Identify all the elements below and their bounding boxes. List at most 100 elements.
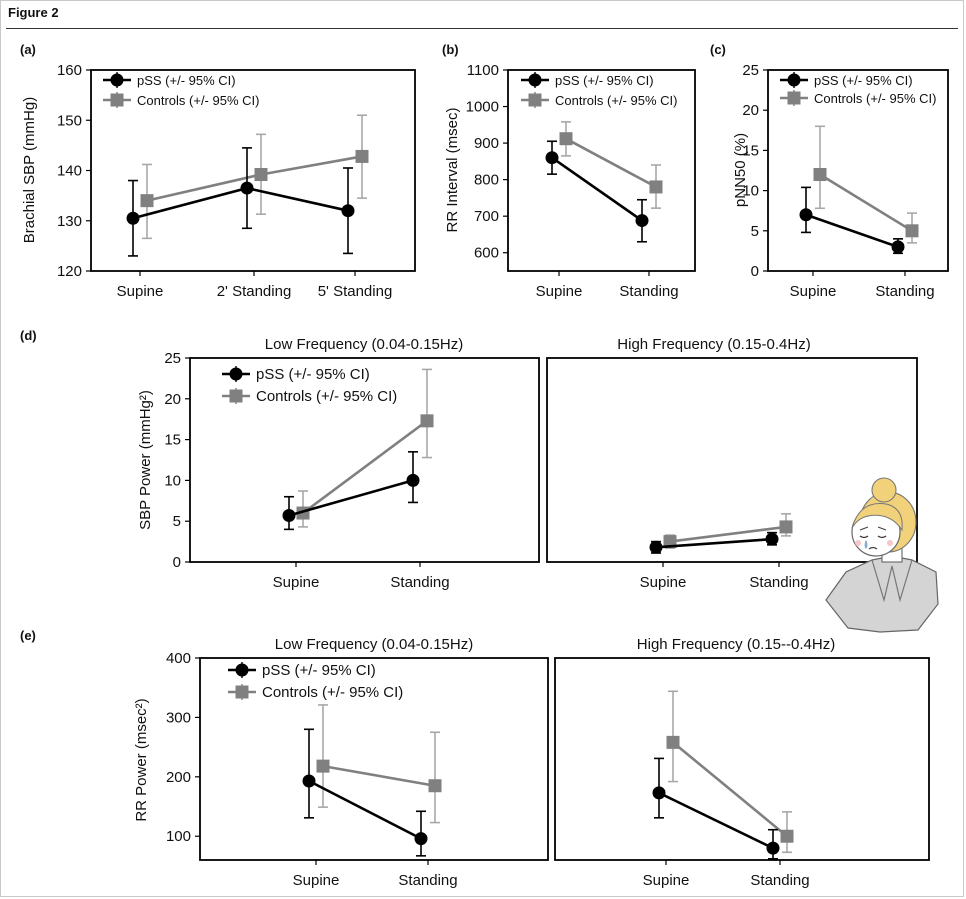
plot-frame-e2 — [554, 657, 930, 861]
legend-label-controls-a: Controls (+/- 95% CI) — [137, 93, 259, 108]
legend-label-controls-c: Controls (+/- 95% CI) — [814, 91, 936, 106]
eye-left — [859, 535, 869, 539]
data-point-controls-a-1 — [254, 168, 268, 182]
data-point-pss-e1-0 — [302, 774, 316, 788]
chart-panel-e1: (e) Low Frequency (0.04-0.15Hz) RR Power (… — [20, 628, 549, 889]
y-tick-label-a-0: 120 — [57, 263, 82, 280]
data-point-pss-d2-1 — [765, 532, 779, 546]
data-point-controls-d2-1 — [779, 520, 793, 534]
panel-label-a: (a) — [20, 42, 36, 57]
y-tick-label-a-4: 160 — [57, 62, 82, 79]
hair-fringe — [851, 503, 903, 532]
data-point-controls-b-1 — [649, 180, 663, 194]
y-axis-label-b: RR Interval (msec) — [444, 107, 461, 232]
legend-label-pss-a: pSS (+/- 95% CI) — [137, 73, 236, 88]
y-tick-label-e1-2: 300 — [166, 709, 191, 726]
panel-label-d1: (d) — [20, 328, 37, 343]
legend-label-controls-e1: Controls (+/- 95% CI) — [262, 684, 403, 701]
y-tick-label-b-2: 800 — [474, 172, 499, 189]
data-point-pss-a-1 — [240, 181, 254, 195]
data-point-pss-e2-0 — [652, 786, 666, 800]
chart-panel-e2: High Frequency (0.15--0.4Hz) Supine Standi… — [554, 636, 930, 889]
series-line-pss-e1 — [308, 779, 422, 840]
mouth-frown — [868, 546, 878, 550]
y-tick-label-c-4: 20 — [742, 102, 759, 119]
data-point-pss-c-0 — [799, 208, 813, 222]
x-tick-label-b-1: Standing — [619, 283, 678, 300]
data-point-pss-d2-0 — [649, 540, 663, 554]
collar-lines — [871, 559, 913, 603]
data-point-controls-a-0 — [140, 194, 154, 208]
eyebrow-right — [877, 526, 887, 531]
plot-frame-d1 — [189, 357, 540, 563]
legend-label-pss-b: pSS (+/- 95% CI) — [555, 73, 654, 88]
data-point-controls-c-0 — [813, 168, 827, 182]
y-tick-label-d1-1: 5 — [173, 513, 181, 530]
series-line-pss-d2 — [655, 537, 773, 549]
chart-title-e2: High Frequency (0.15--0.4Hz) — [637, 636, 835, 653]
y-tick-label-e1-0: 100 — [166, 828, 191, 845]
y-tick-label-a-3: 150 — [57, 112, 82, 129]
y-tick-label-d1-0: 0 — [173, 554, 181, 571]
plot-frame-c — [767, 69, 949, 272]
panel-label-c: (c) — [710, 42, 726, 57]
chart-panel-b: (b) RR Interval (msec) 600 700 800 900 1000 110… — [442, 42, 696, 300]
panel-label-e1: (e) — [20, 628, 36, 643]
legend-marker-controls-b — [528, 93, 542, 107]
series-line-pss-c — [805, 213, 899, 249]
hair-bun — [871, 477, 897, 503]
legend-label-pss-c: pSS (+/- 95% CI) — [814, 73, 913, 88]
cheek-left — [855, 540, 861, 546]
legend-label-controls-b: Controls (+/- 95% CI) — [555, 93, 677, 108]
data-point-pss-a-2 — [341, 204, 355, 218]
x-tick-label-e2-1: Standing — [750, 872, 809, 889]
plot-frame-e1 — [199, 657, 549, 861]
y-tick-label-d1-3: 15 — [164, 432, 181, 449]
legend-marker-pss-a — [110, 73, 124, 87]
data-point-pss-a-0 — [126, 211, 140, 225]
x-tick-label-e1-0: Supine — [293, 872, 340, 889]
legend-marker-pss-b — [528, 73, 542, 87]
y-tick-label-e1-3: 400 — [166, 650, 191, 667]
series-line-controls-d1 — [302, 419, 428, 515]
y-tick-label-b-1: 700 — [474, 208, 499, 225]
data-point-pss-e1-1 — [414, 832, 428, 846]
figure-title: Figure 2 — [8, 5, 59, 20]
chart-panel-d2: High Frequency (0.15-0.4Hz) Supine Standin… — [546, 336, 918, 591]
legend-marker-pss-c — [787, 73, 801, 87]
x-tick-label-d2-1: Standing — [749, 574, 808, 591]
y-tick-label-c-5: 25 — [742, 62, 759, 79]
y-tick-label-a-2: 140 — [57, 163, 82, 180]
series-line-controls-e1 — [322, 764, 436, 788]
data-point-pss-c-1 — [891, 240, 905, 254]
x-tick-label-e1-1: Standing — [398, 872, 457, 889]
data-point-controls-e2-1 — [780, 829, 794, 843]
y-tick-label-b-3: 900 — [474, 135, 499, 152]
data-point-controls-e2-0 — [666, 735, 680, 749]
series-line-controls-d2 — [669, 525, 787, 543]
y-axis-label-a: Brachial SBP (mmHg) — [21, 97, 38, 243]
x-tick-label-b-0: Supine — [536, 283, 583, 300]
x-tick-label-e2-0: Supine — [643, 872, 690, 889]
x-tick-label-a-0: Supine — [117, 283, 164, 300]
plot-frame-b — [507, 69, 696, 272]
chart-panel-c: (c) pNN50 (%) 0 5 10 15 20 25 Supine Standing pSS … — [710, 42, 949, 300]
eye-right — [877, 535, 887, 539]
legend-marker-controls-a — [110, 93, 124, 107]
legend-marker-controls-c — [787, 91, 801, 105]
data-point-controls-e1-1 — [428, 779, 442, 793]
data-point-controls-c-1 — [905, 224, 919, 238]
data-point-controls-e1-0 — [316, 759, 330, 773]
y-axis-label-d1: SBP Power (mmHg²) — [137, 390, 154, 530]
y-tick-label-b-5: 1100 — [467, 62, 499, 79]
x-tick-label-c-1: Standing — [875, 283, 934, 300]
legend-marker-pss-e1 — [235, 663, 249, 677]
legend-marker-controls-e1 — [235, 685, 249, 699]
eyebrow-left — [859, 526, 869, 531]
y-tick-label-e1-1: 200 — [166, 769, 191, 786]
x-tick-label-a-1: 2' Standing — [217, 283, 292, 300]
series-line-pss-d1 — [288, 479, 414, 517]
y-tick-label-d1-4: 20 — [164, 391, 181, 408]
legend-label-controls-d1: Controls (+/- 95% CI) — [256, 388, 397, 405]
